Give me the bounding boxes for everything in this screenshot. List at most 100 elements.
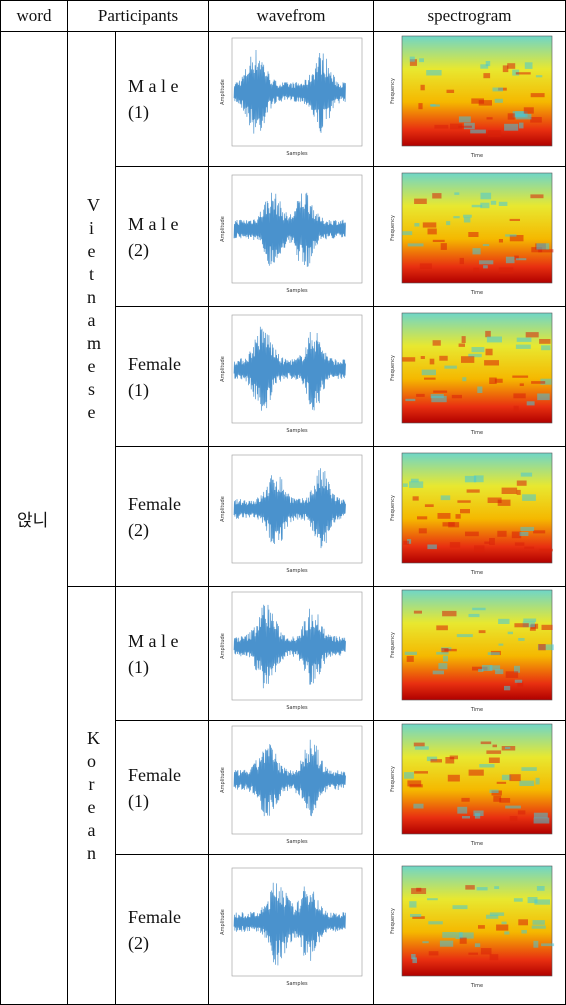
spectrogram-blob [541,624,553,630]
spectrogram-cell: Time Frequency [373,854,566,1005]
spectrogram-blob [470,97,484,104]
spectrogram-blob [498,267,513,274]
spectrogram-blob [432,340,441,346]
spectrogram-cell: Time Frequency [373,306,566,447]
spectrogram-cell: Time Frequency [373,586,566,721]
spectrogram-area [401,35,552,146]
spectrogram-blob [505,256,515,264]
spectrogram-blob [504,234,517,237]
spectrogram-blob [482,72,490,78]
spectrogram-blob [497,499,511,506]
spectrogram-blob [463,217,470,223]
spectrogram-blob [459,937,467,944]
spectrogram-blob [532,530,545,534]
spectrogram-blob [480,741,491,745]
spectrogram-blob [488,377,497,384]
spectrogram-blob [408,901,417,908]
spectrogram-blob [508,774,521,782]
spectrogram-blob [537,644,546,651]
participant-cell: M a l e (1) [114,31,210,167]
spectrogram-cell: Time Frequency [373,720,566,855]
spectrogram-area [401,589,552,701]
participant-cell: M a l e (1) [114,586,210,721]
spectrogram-blob [426,898,438,901]
group-label: Vietnamese [87,195,102,422]
spectrogram-blob [494,98,503,103]
spectrogram-blob [449,123,463,129]
spectrogram-blob [441,610,457,617]
spectrogram-blob [462,214,472,218]
x-axis-label: Samples [286,981,308,987]
spectrogram-blob [457,125,472,128]
spectrogram-blob [464,475,476,483]
spectrogram-blob [471,347,484,353]
spectrogram-blob [485,60,490,66]
spectrogram-plot: Time Frequency [390,172,553,296]
waveform-line [233,192,346,267]
spectrogram-blob [483,541,490,544]
spectrogram-blob [480,192,491,200]
spectrogram-blob [535,777,540,785]
spectrogram-plot: Time Frequency [390,452,553,576]
spectrogram-blob [413,610,422,614]
spectrogram-blob [520,930,527,934]
spectrogram-blob [513,255,519,260]
spectrogram-blob [530,381,545,384]
spectrogram-blob [459,509,470,514]
spectrogram-blob [490,200,496,205]
spectrogram-blob [509,816,517,822]
spectrogram-blob [413,771,428,774]
spectrogram-blob [469,129,486,133]
spectrogram-blob [483,360,499,366]
spectrogram-blob [461,377,466,382]
spectrogram-blob [487,497,502,503]
spectrogram-blob [473,545,485,553]
waveform-plot: Samples Amplitude [220,454,363,574]
spectrogram-blob [537,249,553,253]
spectrogram-blob [474,943,480,948]
spectrogram-blob [468,769,484,776]
spectrogram-blob [512,393,526,399]
spectrogram-blob [516,337,531,342]
participant-number: (2) [128,239,149,260]
x-axis-label: Time [469,153,482,159]
spectrogram-blob [511,69,519,76]
spectrogram-blob [421,369,436,376]
spectrogram-blob [467,232,479,237]
spectrogram-blob [489,789,499,793]
spectrogram-blob [455,514,461,519]
spectrogram-blob [498,643,503,646]
spectrogram-blob [435,625,448,631]
spectrogram-blob [532,940,538,948]
spectrogram-blob [437,513,451,519]
spectrogram-blob [449,755,458,760]
spectrogram-blob [498,201,507,206]
y-axis-label: Frequency [390,355,396,381]
x-axis-label: Samples [286,705,308,711]
spectrogram-blob [515,113,531,119]
spectrogram-blob [471,607,486,611]
spectrogram-blob [488,757,500,763]
spectrogram-blob [409,914,421,917]
spectrogram-blob [485,914,498,919]
spectrogram-blob [404,398,415,402]
table-row: Female (2) Samples Amplitude Time Frequency [1,854,566,1005]
spectrogram-blob [425,69,442,75]
spectrogram-blob [427,228,437,235]
spectrogram-blob [452,216,460,219]
spectrogram-blob [494,378,503,383]
spectrogram-blob [460,356,474,363]
spectrogram-plot: Time Frequency [390,865,554,989]
spectrogram-blob [493,886,499,889]
waveform-line [233,49,346,134]
spectrogram-blob [456,806,467,814]
waveform-cell: Samples Amplitude [208,166,375,307]
spectrogram-blob [446,89,454,93]
spectrogram-blob [472,248,481,255]
spectrogram-blob [485,750,501,754]
spectrogram-blob [440,495,450,501]
spectrogram-blob [464,885,475,890]
spectrogram-blob [456,634,473,638]
spectrogram-blob [447,522,459,528]
spectrogram-blob [467,353,482,358]
